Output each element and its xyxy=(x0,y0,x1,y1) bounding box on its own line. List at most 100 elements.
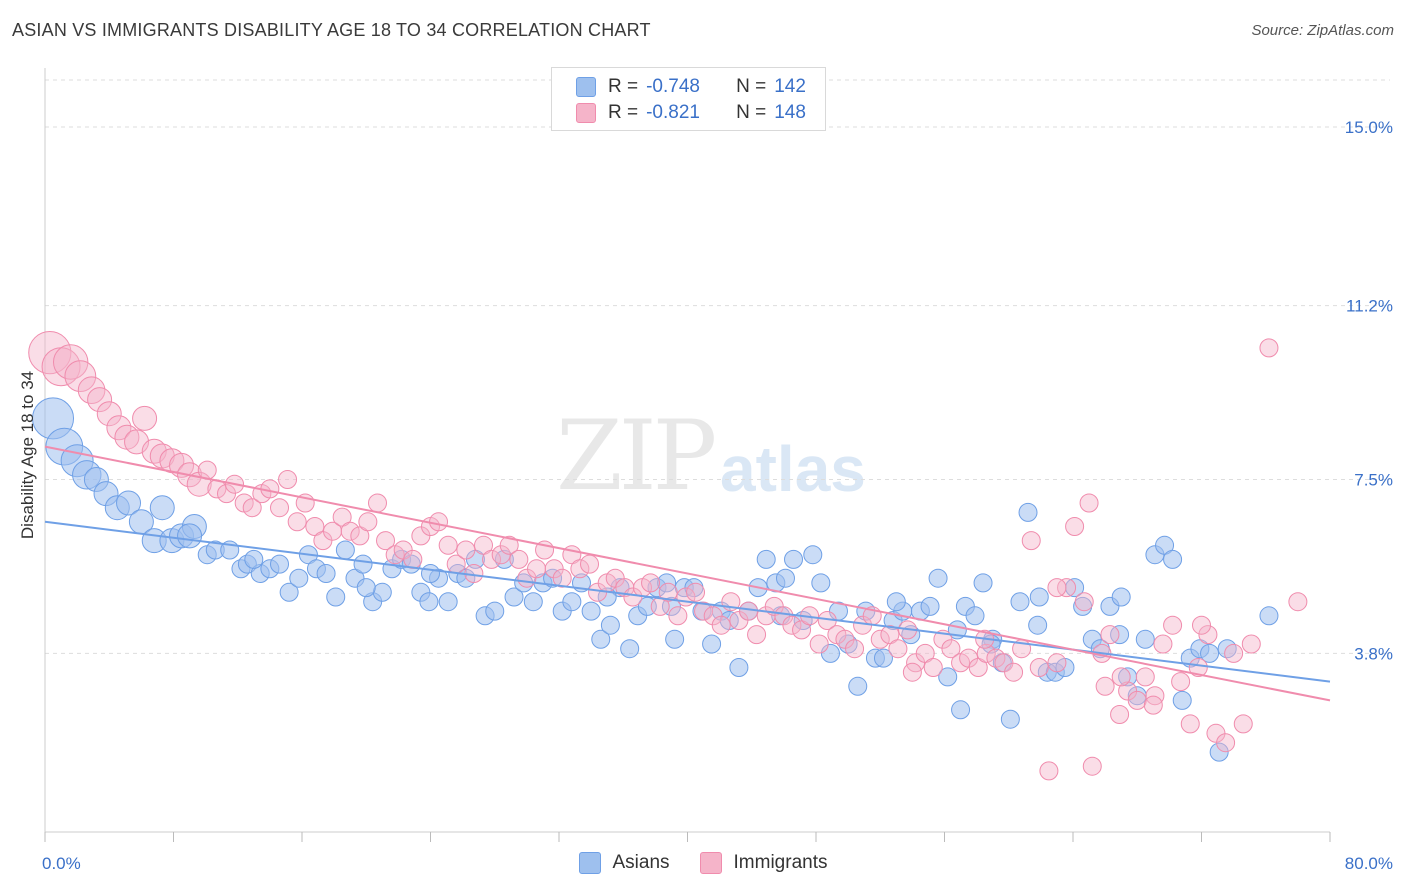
legend-row-asians: R = -0.748 N = 142 xyxy=(576,75,806,99)
scatter-point-immigrants xyxy=(845,639,865,659)
scatter-point-asians xyxy=(485,601,505,621)
chart-title: ASIAN VS IMMIGRANTS DISABILITY AGE 18 TO… xyxy=(12,20,651,40)
trend-line-asians xyxy=(44,520,1331,683)
scatter-point-immigrants xyxy=(278,470,298,489)
scatter-point-immigrants xyxy=(1047,653,1067,673)
scatter-point-asians xyxy=(1029,587,1049,607)
scatter-point-immigrants xyxy=(1171,672,1191,692)
y-axis-label: Disability Age 18 to 34 xyxy=(18,370,37,540)
scatter-point-asians xyxy=(591,629,611,649)
bottom-legend-swatch-asians xyxy=(578,852,601,874)
scatter-point-asians xyxy=(665,629,685,649)
bottom-legend-item-immigrants[interactable]: Immigrants xyxy=(699,852,828,874)
scatter-point-immigrants xyxy=(941,639,961,659)
scatter-point-asians xyxy=(873,648,893,668)
scatter-point-immigrants xyxy=(1065,517,1085,536)
scatter-point-asians xyxy=(951,700,971,720)
scatter-point-asians xyxy=(562,592,582,612)
scatter-point-immigrants xyxy=(340,521,360,541)
scatter-point-immigrants xyxy=(923,658,943,677)
scatter-point-immigrants xyxy=(1216,733,1236,753)
scatter-point-asians xyxy=(1172,690,1192,710)
scatter-point-asians xyxy=(1155,535,1175,555)
scatter-point-asians xyxy=(279,582,299,602)
scatter-point-immigrants xyxy=(1188,658,1208,677)
scatter-point-asians xyxy=(289,568,309,588)
scatter-point-immigrants xyxy=(686,582,706,602)
scatter-point-asians xyxy=(372,582,392,602)
scatter-point-asians xyxy=(270,554,290,574)
source-label: Source: ZipAtlas.com xyxy=(1251,22,1394,39)
scatter-point-immigrants xyxy=(1039,761,1059,781)
scatter-point-asians xyxy=(657,573,677,593)
scatter-point-asians xyxy=(729,658,749,677)
legend-n-value: 148 xyxy=(774,102,806,123)
scatter-point-immigrants xyxy=(782,615,802,635)
scatter-point-asians xyxy=(177,523,203,549)
scatter-point-immigrants xyxy=(1021,531,1041,551)
scatter-point-asians xyxy=(620,639,640,659)
bottom-legend-item-asians[interactable]: Asians xyxy=(578,852,670,874)
scatter-point-asians xyxy=(1028,615,1048,635)
scatter-point-immigrants xyxy=(1047,578,1067,598)
scatter-point-immigrants xyxy=(527,559,547,579)
scatter-point-immigrants xyxy=(482,549,502,569)
scatter-point-immigrants xyxy=(509,549,529,569)
scatter-point-asians xyxy=(421,564,440,583)
scatter-point-immigrants xyxy=(438,535,458,555)
scatter-point-immigrants xyxy=(1288,592,1308,612)
scatter-point-asians xyxy=(1111,587,1131,607)
scatter-point-immigrants xyxy=(902,662,922,682)
scatter-point-immigrants xyxy=(1233,714,1253,734)
scatter-point-immigrants xyxy=(1259,338,1279,358)
scatter-point-asians xyxy=(600,615,620,635)
scatter-point-immigrants xyxy=(270,498,290,518)
scatter-point-immigrants xyxy=(499,535,519,555)
legend-n-label: N = xyxy=(736,102,767,123)
scatter-point-asians xyxy=(1110,625,1130,645)
scatter-point-immigrants xyxy=(96,401,122,427)
y-tick-label: 15.0% xyxy=(1345,118,1393,137)
scatter-point-asians xyxy=(756,549,776,569)
watermark-zip: ZIP xyxy=(556,400,717,512)
scatter-point-immigrants xyxy=(1241,634,1261,654)
scatter-point-asians xyxy=(543,568,563,588)
scatter-point-asians xyxy=(1000,709,1020,729)
scatter-point-immigrants xyxy=(641,573,661,593)
scatter-point-immigrants xyxy=(1163,615,1183,635)
scatter-point-immigrants xyxy=(1127,690,1147,710)
scatter-point-immigrants xyxy=(242,498,262,518)
scatter-point-immigrants xyxy=(474,535,494,555)
scatter-point-immigrants xyxy=(1198,625,1218,645)
scatter-point-asians xyxy=(353,554,373,574)
scatter-point-immigrants xyxy=(350,526,370,546)
scatter-point-immigrants xyxy=(570,559,590,579)
scatter-point-asians xyxy=(419,592,439,612)
scatter-point-immigrants xyxy=(1135,667,1155,687)
bottom-legend: Asians Immigrants xyxy=(0,852,1406,874)
trend-line-immigrants xyxy=(44,445,1331,702)
scatter-point-immigrants xyxy=(429,512,449,532)
scatter-point-immigrants xyxy=(870,629,890,649)
scatter-point-asians xyxy=(1209,742,1229,762)
scatter-point-immigrants xyxy=(888,639,908,659)
scatter-point-immigrants xyxy=(711,615,731,635)
legend-row-immigrants: R = -0.821 N = 148 xyxy=(576,101,806,125)
scatter-point-asians xyxy=(316,564,336,583)
scatter-point-immigrants xyxy=(358,512,378,532)
scatter-point-asians xyxy=(661,596,681,616)
scatter-point-immigrants xyxy=(1145,686,1165,706)
legend-r-value: -0.821 xyxy=(646,102,700,123)
scatter-point-asians xyxy=(803,545,823,565)
scatter-point-asians xyxy=(504,587,524,607)
scatter-point-immigrants xyxy=(552,568,572,588)
y-tick-label: 11.2% xyxy=(1346,297,1393,316)
scatter-point-asians xyxy=(581,601,601,621)
scatter-point-asians xyxy=(1135,629,1155,649)
scatter-point-immigrants xyxy=(87,387,113,413)
scatter-point-asians xyxy=(356,578,376,598)
scatter-point-immigrants xyxy=(1095,676,1115,696)
scatter-point-immigrants xyxy=(1110,705,1130,724)
scatter-point-immigrants xyxy=(1004,662,1024,682)
scatter-point-asians xyxy=(820,643,840,663)
